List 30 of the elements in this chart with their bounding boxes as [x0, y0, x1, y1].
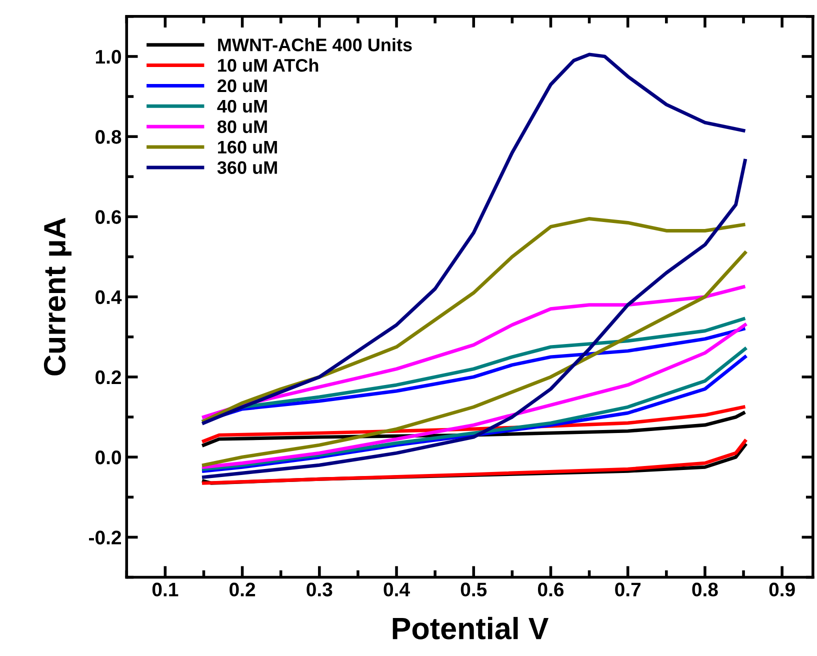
y-tick-label: 0.0	[96, 450, 121, 464]
line-series	[202, 251, 747, 467]
legend-label: 360 uM	[217, 161, 277, 174]
y-tick-label: 0.6	[96, 210, 122, 224]
x-tick-label: 0.6	[538, 582, 564, 596]
x-tick-label: 0.3	[306, 582, 332, 596]
legend-label: 80 uM	[217, 120, 267, 134]
x-tick-label: 0.9	[769, 582, 795, 596]
line-series	[202, 323, 747, 469]
x-tick-label: 0.5	[460, 582, 487, 596]
y-tick-label: -0.2	[89, 530, 121, 544]
x-tick-label: 0.2	[230, 582, 256, 596]
legend-label: 10 uM ATCh	[218, 58, 318, 72]
line-series	[202, 52, 746, 425]
y-tick-label: 0.4	[96, 290, 122, 304]
x-tick-label: 0.8	[692, 582, 718, 596]
y-axis-title: Current μA	[44, 218, 72, 376]
legend-label: 160 uM	[218, 140, 277, 154]
x-tick-label: 0.7	[615, 582, 641, 596]
y-tick-label: 0.2	[96, 370, 121, 384]
legend-label: MWNT-AChE 400 Units	[218, 38, 412, 52]
line-series	[202, 158, 747, 479]
y-tick-label: 0.8	[96, 130, 122, 144]
x-axis-title: Potential V	[392, 616, 549, 640]
y-tick-label: 1.0	[96, 50, 121, 64]
legend-label: 40 uM	[217, 100, 267, 113]
legend-label: 20 uM	[218, 79, 267, 92]
x-tick-label: 0.4	[384, 582, 410, 596]
x-tick-label: 0.1	[152, 582, 178, 596]
line-series	[202, 216, 746, 423]
